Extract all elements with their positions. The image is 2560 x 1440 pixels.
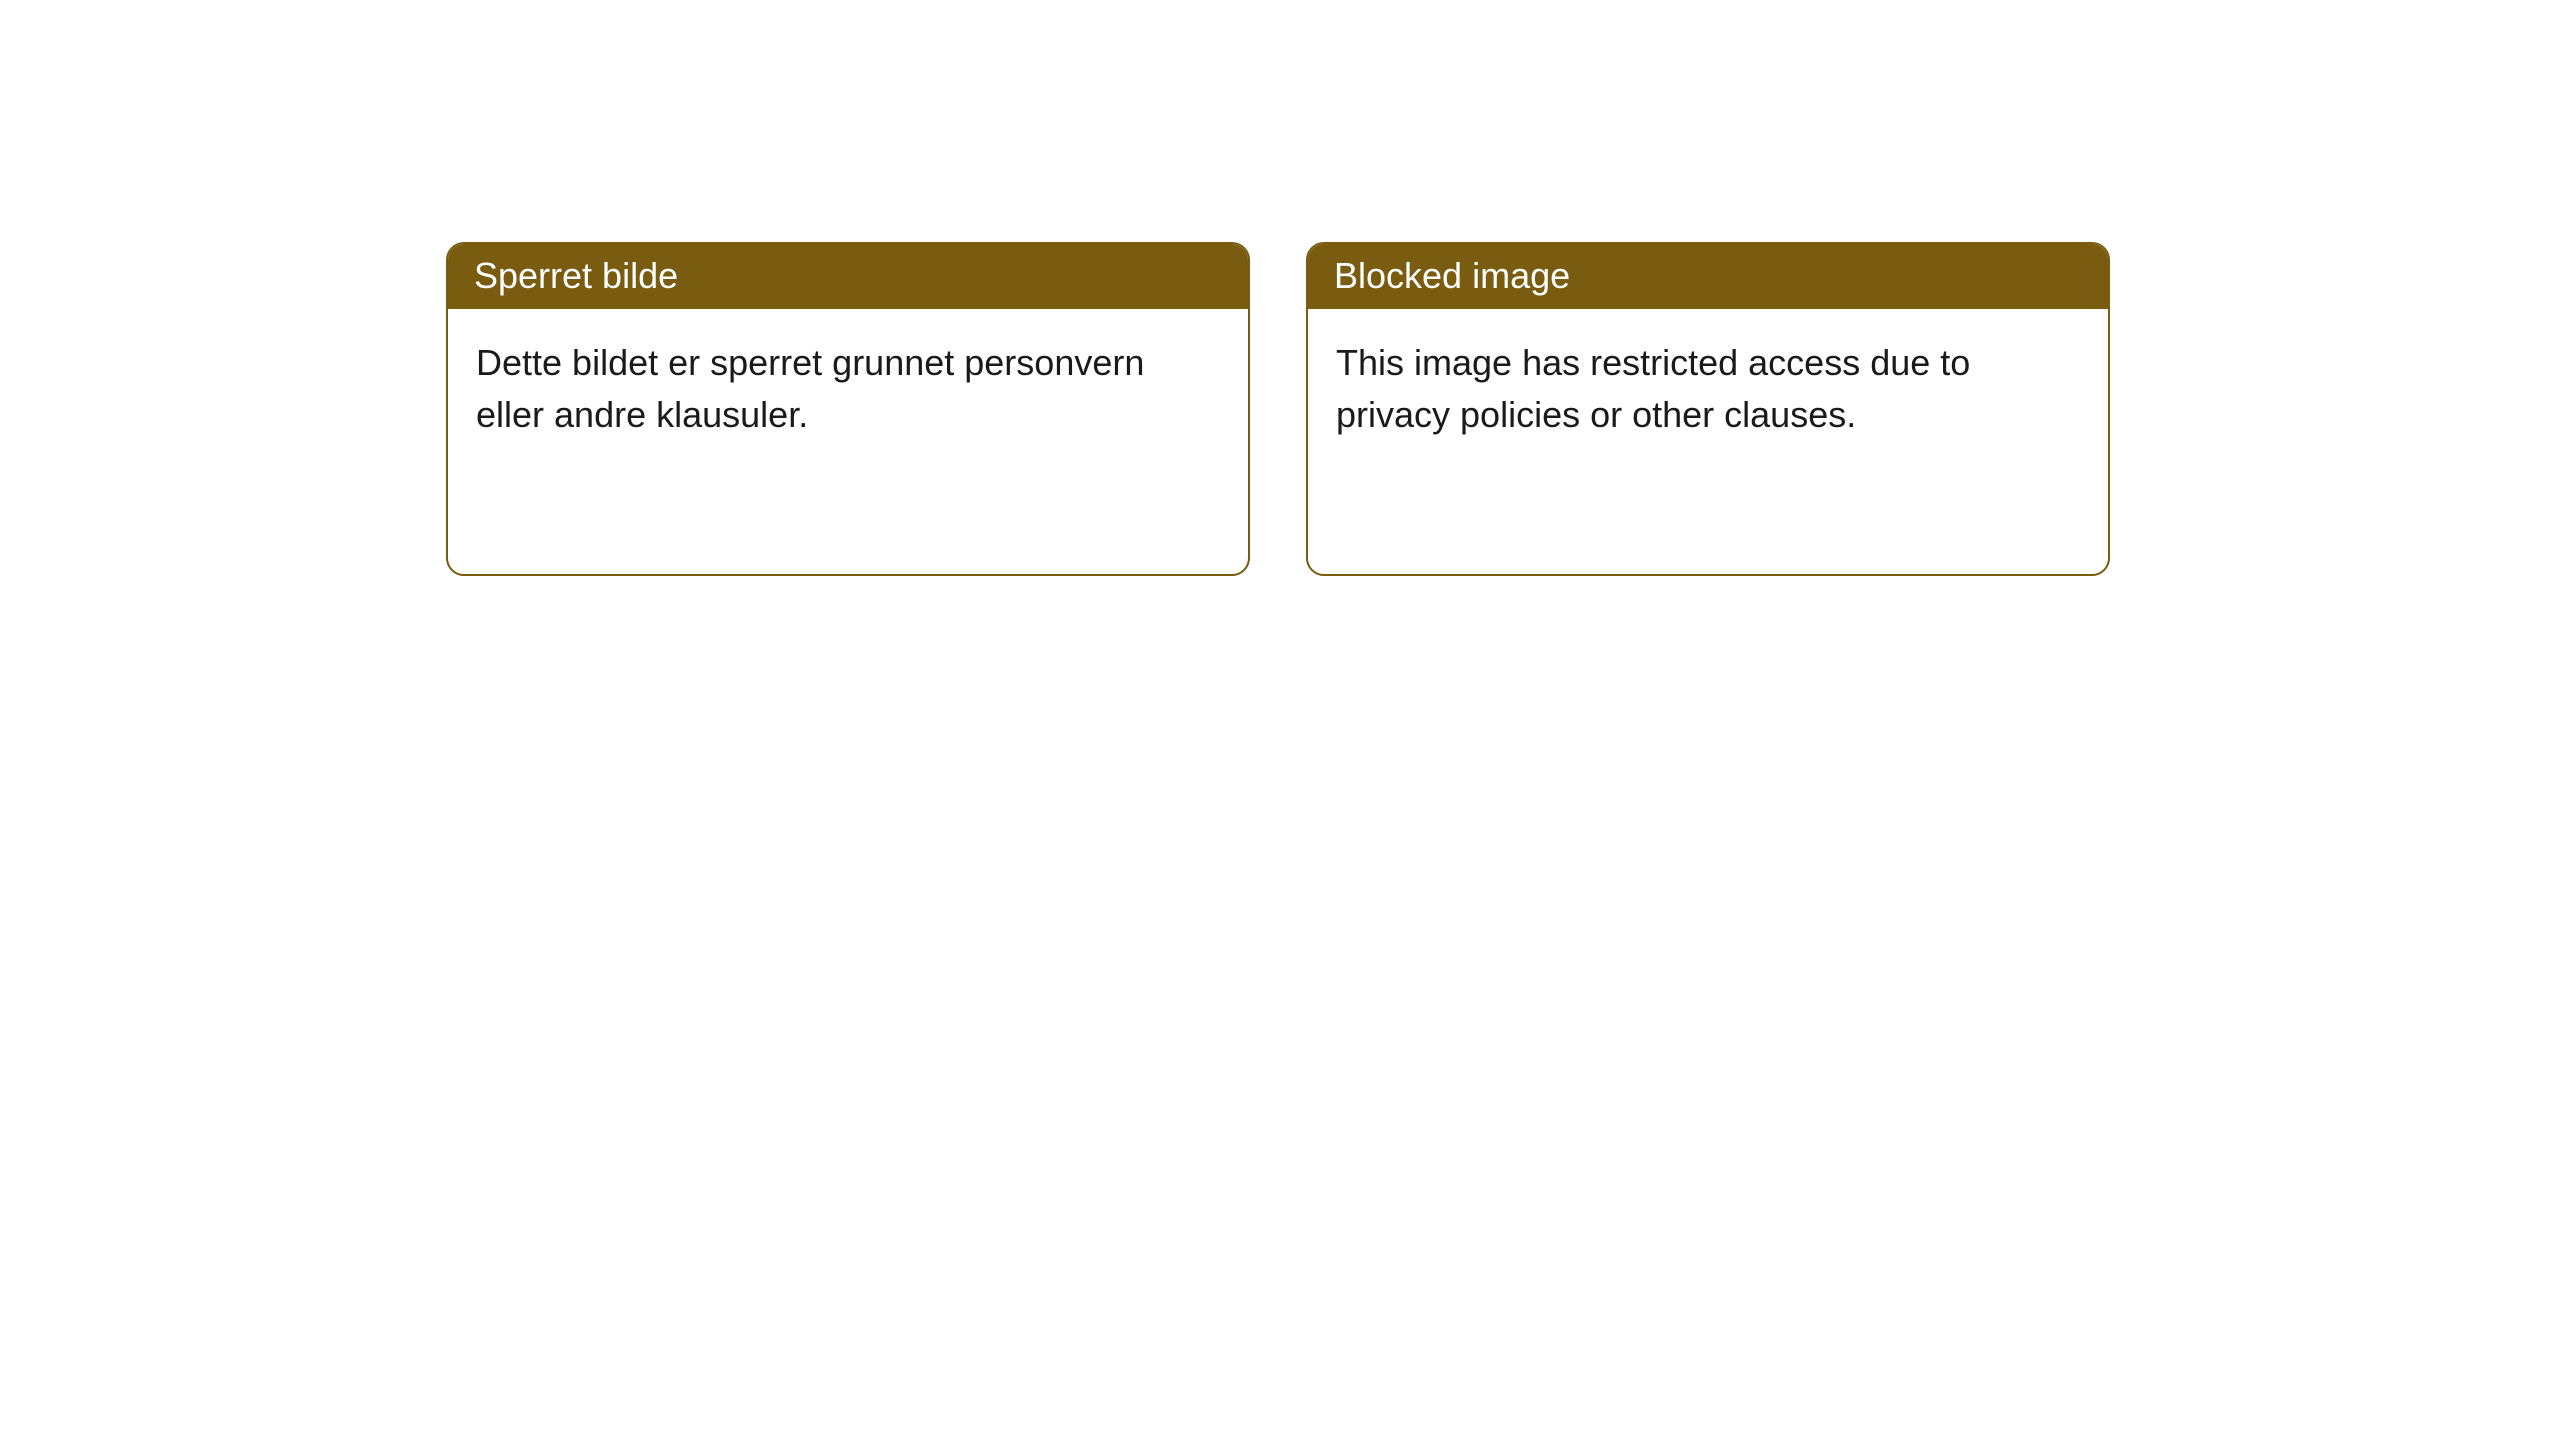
notice-card-header: Blocked image xyxy=(1308,244,2108,309)
notice-card-english: Blocked image This image has restricted … xyxy=(1306,242,2110,576)
notice-cards-container: Sperret bilde Dette bildet er sperret gr… xyxy=(0,0,2560,576)
notice-card-norwegian: Sperret bilde Dette bildet er sperret gr… xyxy=(446,242,1250,576)
notice-card-body: This image has restricted access due to … xyxy=(1308,309,2108,469)
notice-card-body: Dette bildet er sperret grunnet personve… xyxy=(448,309,1248,469)
notice-card-header: Sperret bilde xyxy=(448,244,1248,309)
